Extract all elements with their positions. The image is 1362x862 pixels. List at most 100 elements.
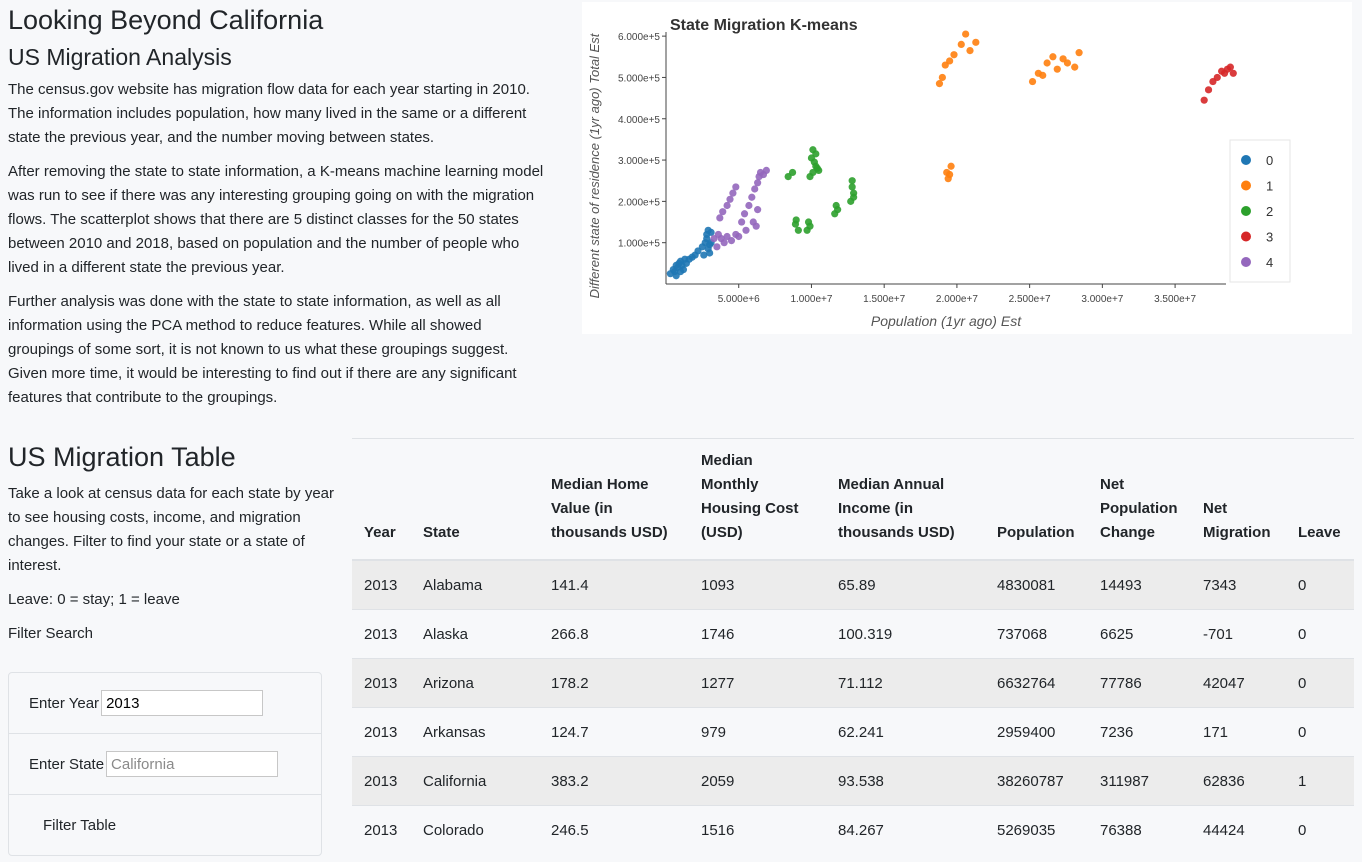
cell-income: 71.112: [826, 658, 985, 708]
scatter-point-cluster-4: [751, 185, 759, 193]
scatter-point-cluster-2: [834, 206, 842, 214]
scatter-point-cluster-1: [966, 46, 974, 55]
scatter-point-cluster-1: [1043, 59, 1051, 67]
x-axis-label: Population (1yr ago) Est: [871, 313, 1022, 329]
scatter-point-cluster-0: [707, 228, 715, 236]
filter-button-row: Filter Table: [9, 795, 321, 855]
cell-net-pop-change: 6625: [1088, 609, 1191, 659]
cell-net-migration: -701: [1191, 609, 1286, 659]
cell-state: Arizona: [411, 658, 539, 708]
legend-box: [1229, 139, 1291, 283]
filter-state-row: Enter State: [9, 734, 321, 795]
scatter-point-cluster-2: [810, 158, 818, 166]
cell-state: Colorado: [411, 805, 539, 854]
header-home-value[interactable]: Median Home Value (in thousands USD): [539, 438, 689, 561]
x-tick-label: 2.000e+7: [936, 294, 978, 305]
scatter-point-cluster-1: [972, 38, 980, 46]
cell-leave: 0: [1286, 805, 1354, 854]
table-row: 2013 Alabama 141.4 1093 65.89 4830081 14…: [352, 559, 1354, 610]
year-label: Enter Year: [29, 694, 100, 712]
scatter-point-cluster-4: [738, 218, 746, 226]
scatter-point-cluster-4: [745, 201, 753, 210]
legend-marker: [1241, 155, 1251, 165]
legend-marker: [1241, 257, 1251, 267]
filter-panel: Enter Year Enter State Filter Table: [8, 672, 322, 856]
scatter-point-cluster-1: [950, 51, 958, 59]
migration-table: Year State Median Home Value (in thousan…: [352, 438, 1354, 854]
scatter-point-cluster-3: [1204, 86, 1213, 94]
intro-section: Looking Beyond California US Migration A…: [8, 0, 548, 420]
cell-leave: 0: [1286, 707, 1354, 757]
scatter-point-cluster-3: [1213, 73, 1221, 82]
header-state[interactable]: State: [411, 438, 539, 561]
filter-table-button[interactable]: Filter Table: [43, 816, 117, 834]
scatter-point-cluster-2: [788, 168, 797, 177]
scatter-point-cluster-2: [848, 177, 856, 185]
cell-year: 2013: [352, 756, 411, 806]
header-net-migration[interactable]: Net Migration: [1191, 438, 1286, 561]
header-housing-cost[interactable]: Median Monthly Housing Cost (USD): [689, 438, 826, 561]
cell-net-migration: 7343: [1191, 559, 1286, 610]
kmeans-chart: State Migration K-means 1.000e+5 2.000e+5 3…: [582, 2, 1352, 334]
scatter-point-cluster-1: [1063, 59, 1072, 67]
scatter-point-cluster-2: [812, 150, 820, 158]
year-input[interactable]: [101, 690, 264, 716]
cell-year: 2013: [352, 707, 411, 757]
cell-net-migration: 171: [1191, 707, 1286, 757]
legend-label: 3: [1266, 230, 1273, 245]
cell-home-value: 266.8: [539, 609, 689, 659]
table-header-row: Year State Median Home Value (in thousan…: [352, 438, 1354, 561]
scatter-point-cluster-2: [813, 164, 821, 172]
cell-home-value: 178.2: [539, 658, 689, 708]
header-net-pop-change[interactable]: Net Population Change: [1088, 438, 1191, 561]
kmeans-scatter-plot: State Migration K-means 1.000e+5 2.000e+5 3…: [587, 17, 1291, 329]
scatter-point-cluster-4: [716, 214, 724, 222]
scatter-point-cluster-1: [944, 175, 952, 183]
table-intro-section: US Migration Table Take a look at census…: [8, 440, 338, 656]
scatter-point-cluster-3: [1229, 69, 1237, 77]
x-tick-label: 1.500e+7: [863, 294, 905, 305]
cell-housing-cost: 1093: [689, 559, 826, 610]
header-leave[interactable]: Leave: [1286, 438, 1354, 561]
cell-housing-cost: 979: [689, 707, 826, 757]
cell-population: 38260787: [985, 756, 1088, 806]
table-intro: Take a look at census data for each stat…: [8, 485, 335, 574]
scatter-point-cluster-4: [735, 232, 743, 241]
cell-net-pop-change: 76388: [1088, 805, 1191, 854]
cell-home-value: 141.4: [539, 559, 689, 610]
scatter-point-cluster-1: [935, 80, 944, 88]
analysis-heading: US Migration Analysis: [8, 44, 232, 70]
scatter-point-cluster-3: [1200, 96, 1208, 104]
scatter-point-cluster-1: [1039, 71, 1047, 79]
cell-year: 2013: [352, 805, 411, 854]
cell-net-pop-change: 7236: [1088, 707, 1191, 757]
cell-leave: 0: [1286, 658, 1354, 708]
table-row: 2013 Arizona 178.2 1277 71.112 6632764 7…: [352, 658, 1354, 708]
scatter-point-cluster-4: [762, 166, 770, 174]
x-tick-label: 3.000e+7: [1081, 294, 1123, 305]
legend-marker: [1241, 206, 1251, 216]
scatter-point-cluster-4: [726, 195, 734, 203]
y-axis-label: Different state of residence (1yr ago) T…: [587, 32, 602, 298]
table-row: 2013 Colorado 246.5 1516 84.267 5269035 …: [352, 805, 1354, 854]
cell-year: 2013: [352, 658, 411, 708]
cell-housing-cost: 1746: [689, 609, 826, 659]
scatter-point-cluster-2: [792, 216, 800, 224]
legend-marker: [1241, 231, 1251, 242]
scatter-point-cluster-2: [794, 226, 802, 234]
cell-state: California: [411, 756, 539, 806]
y-tick-label: 3.000e+5: [618, 156, 660, 167]
scatter-point-cluster-4: [754, 179, 762, 187]
header-population[interactable]: Population: [985, 438, 1088, 561]
legend-label: 0: [1266, 153, 1273, 168]
scatter-point-cluster-4: [729, 189, 737, 197]
scatter-point-cluster-1: [947, 162, 955, 170]
cell-net-migration: 44424: [1191, 805, 1286, 854]
header-income[interactable]: Median Annual Income (in thousands USD): [826, 438, 985, 561]
legend-label: 1: [1266, 179, 1273, 194]
header-year[interactable]: Year: [352, 438, 411, 561]
state-input[interactable]: [106, 751, 279, 777]
cell-net-migration: 42047: [1191, 658, 1286, 708]
scatter-point-cluster-1: [1071, 63, 1079, 71]
scatter-point-cluster-0: [706, 249, 714, 257]
